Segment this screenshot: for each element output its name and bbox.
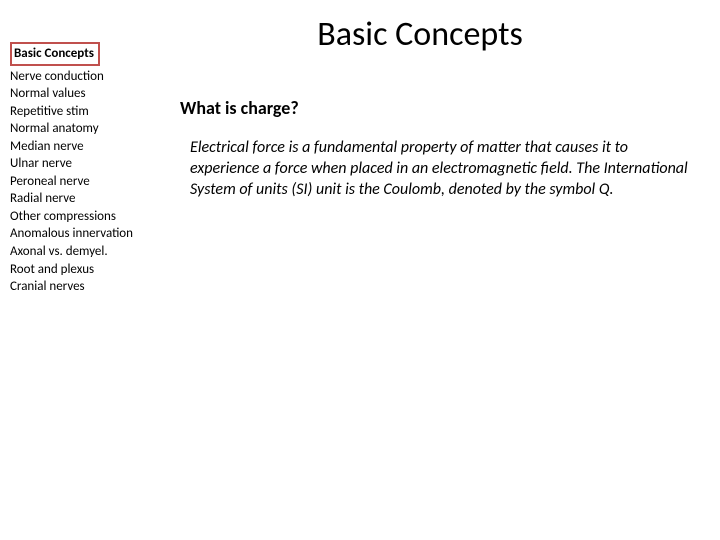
body-paragraph: Electrical force is a fundamental proper… bbox=[190, 138, 690, 200]
section-subtitle: What is charge? bbox=[180, 97, 299, 119]
sidebar-item[interactable]: Cranial nerves bbox=[10, 278, 170, 296]
sidebar-item[interactable]: Radial nerve bbox=[10, 190, 170, 208]
page-title: Basic Concepts bbox=[180, 14, 660, 55]
sidebar-item[interactable]: Other compressions bbox=[10, 208, 170, 226]
sidebar-item[interactable]: Axonal vs. demyel. bbox=[10, 243, 170, 261]
slide: Basic Concepts Basic Concepts Nerve cond… bbox=[0, 0, 720, 540]
sidebar-item-active[interactable]: Basic Concepts bbox=[10, 42, 100, 66]
sidebar-item[interactable]: Repetitive stim bbox=[10, 103, 170, 121]
sidebar-item[interactable]: Root and plexus bbox=[10, 261, 170, 279]
sidebar-item[interactable]: Normal values bbox=[10, 85, 170, 103]
sidebar-item[interactable]: Anomalous innervation bbox=[10, 225, 170, 243]
sidebar: Basic Concepts Nerve conduction Normal v… bbox=[10, 42, 170, 296]
sidebar-item[interactable]: Ulnar nerve bbox=[10, 155, 170, 173]
sidebar-item[interactable]: Median nerve bbox=[10, 138, 170, 156]
sidebar-item[interactable]: Normal anatomy bbox=[10, 120, 170, 138]
sidebar-item[interactable]: Nerve conduction bbox=[10, 68, 170, 86]
sidebar-item[interactable]: Peroneal nerve bbox=[10, 173, 170, 191]
